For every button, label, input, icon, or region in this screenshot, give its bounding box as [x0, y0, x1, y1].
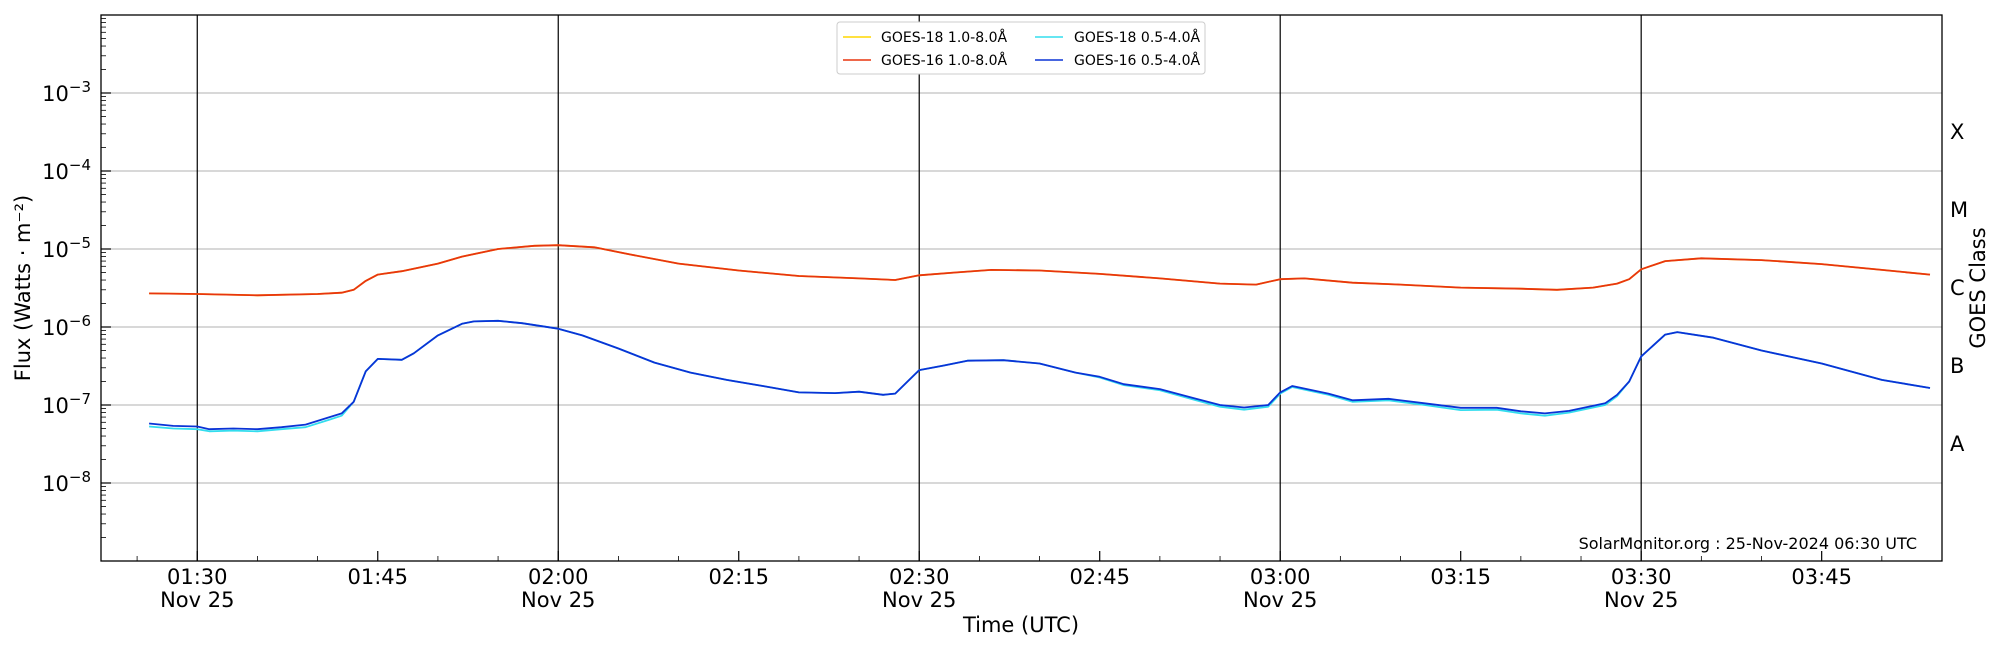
- series-line-1: [149, 244, 1931, 297]
- x-tick-date-0: Nov 25: [160, 588, 234, 612]
- goes-class-m: M: [1950, 198, 1968, 222]
- x-tick-date-8: Nov 25: [1604, 588, 1678, 612]
- legend-box: [836, 21, 1206, 75]
- y-axis-right-title: GOES Class: [1966, 227, 1990, 348]
- y-axis-title: Flux (Watts · m⁻²): [11, 195, 35, 381]
- x-tick-label-1: 01:45: [347, 565, 408, 589]
- x-tick-label-5: 02:45: [1069, 565, 1130, 589]
- legend: GOES-18 1.0-8.0Å GOES-16 1.0-8.0Å GOES-1…: [836, 21, 1206, 75]
- goes-class-x: X: [1950, 120, 1964, 144]
- time-markers: [196, 15, 1642, 561]
- x-tick-label-9: 03:45: [1791, 565, 1852, 589]
- goes-class-c: C: [1950, 276, 1965, 300]
- x-tick-label-6: 03:00: [1250, 565, 1311, 589]
- series-line-3: [149, 319, 1931, 431]
- legend-label-goes16-long: GOES-16 1.0-8.0Å: [881, 52, 1007, 69]
- x-tick-label-4: 02:30: [889, 565, 950, 589]
- x-tick-label-3: 02:15: [708, 565, 769, 589]
- legend-label-goes18-short: GOES-18 0.5-4.0Å: [1074, 29, 1200, 46]
- goes-class-b: B: [1950, 354, 1964, 378]
- x-tick-date-4: Nov 25: [882, 588, 956, 612]
- gridlines: [101, 92, 1942, 484]
- x-tick-date-2: Nov 25: [521, 588, 595, 612]
- goes-class-labels: A B C M X: [1950, 120, 1968, 456]
- legend-label-goes16-short: GOES-16 0.5-4.0Å: [1074, 52, 1200, 69]
- legend-label-goes18-long: GOES-18 1.0-8.0Å: [881, 29, 1007, 46]
- x-tick-label-0: 01:30: [167, 565, 228, 589]
- x-tick-label-2: 02:00: [528, 565, 589, 589]
- x-tick-date-6: Nov 25: [1243, 588, 1317, 612]
- x-tick-label-8: 03:30: [1611, 565, 1672, 589]
- x-tick-label-7: 03:15: [1430, 565, 1491, 589]
- credit-text: SolarMonitor.org : 25-Nov-2024 06:30 UTC: [1579, 534, 1917, 553]
- goes-class-a: A: [1950, 432, 1965, 456]
- x-axis-title: Time (UTC): [962, 613, 1079, 637]
- series-lines: [149, 244, 1931, 433]
- plot-frame: [100, 14, 1943, 562]
